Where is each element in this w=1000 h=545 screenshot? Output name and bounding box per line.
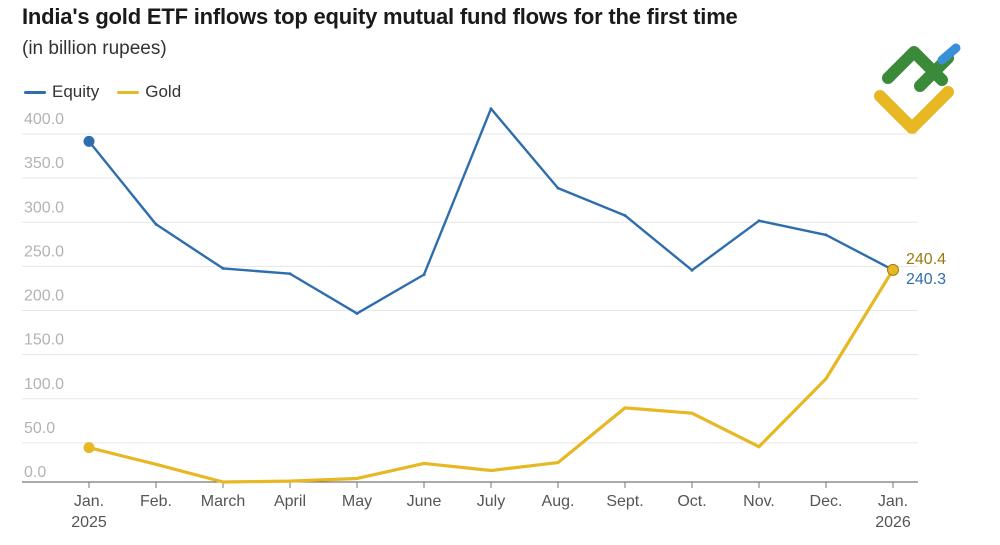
x-tick-label: Feb. bbox=[140, 493, 172, 510]
x-year-label: 2025 bbox=[71, 514, 107, 531]
data-point-equity bbox=[757, 219, 761, 223]
data-point-gold bbox=[422, 461, 426, 465]
data-point-gold bbox=[623, 406, 627, 410]
data-point-gold bbox=[355, 476, 359, 480]
legend-label-equity: Equity bbox=[52, 82, 100, 101]
data-point-equity bbox=[556, 186, 560, 190]
x-tick-label: Dec. bbox=[810, 493, 843, 510]
data-point-gold bbox=[221, 480, 225, 484]
x-tick-label: Jan. bbox=[74, 493, 104, 510]
data-point-equity bbox=[154, 222, 158, 226]
x-tick-label: Nov. bbox=[743, 493, 775, 510]
x-tick-label: Oct. bbox=[677, 493, 706, 510]
series-line-gold bbox=[87, 268, 895, 484]
chart-title: India's gold ETF inflows top equity mutu… bbox=[22, 4, 738, 29]
data-point-equity bbox=[288, 272, 292, 276]
legend-label-gold: Gold bbox=[145, 82, 182, 101]
legend-item-gold: Gold bbox=[117, 82, 181, 102]
y-tick-label: 350.0 bbox=[24, 155, 64, 172]
x-tick-label: April bbox=[274, 493, 306, 510]
data-point-equity bbox=[355, 311, 359, 315]
data-point-gold bbox=[489, 469, 493, 473]
brand-logo-icon bbox=[874, 43, 961, 134]
data-point-gold bbox=[757, 445, 761, 449]
data-point-equity bbox=[83, 135, 95, 147]
chart-subtitle: (in billion rupees) bbox=[22, 38, 167, 59]
legend: Equity Gold bbox=[24, 82, 181, 102]
data-point-equity bbox=[489, 107, 493, 111]
data-point-gold bbox=[690, 411, 694, 415]
y-tick-label: 150.0 bbox=[24, 332, 64, 349]
end-label-equity: 240.3 bbox=[906, 271, 946, 288]
data-point-gold bbox=[887, 263, 899, 276]
y-tick-label: 250.0 bbox=[24, 243, 64, 260]
x-tick-label: July bbox=[477, 493, 505, 510]
data-point-gold bbox=[556, 461, 560, 465]
data-point-equity bbox=[221, 266, 225, 270]
legend-swatch-equity bbox=[24, 90, 46, 94]
y-tick-label: 0.0 bbox=[24, 464, 46, 481]
y-tick-label: 200.0 bbox=[24, 288, 64, 305]
data-point-gold bbox=[288, 479, 292, 483]
y-tick-label: 400.0 bbox=[24, 111, 64, 128]
legend-swatch-gold bbox=[117, 90, 140, 94]
x-tick-label: May bbox=[342, 493, 372, 510]
series-line-equity bbox=[87, 107, 895, 315]
x-tick-label: March bbox=[201, 493, 245, 510]
y-tick-label: 100.0 bbox=[24, 376, 64, 393]
data-point-equity bbox=[690, 268, 694, 272]
legend-item-equity: Equity bbox=[24, 82, 99, 102]
x-tick-label: Jan. bbox=[878, 493, 908, 510]
y-tick-label: 50.0 bbox=[24, 420, 55, 437]
x-tick-label: Sept. bbox=[606, 493, 643, 510]
data-point-gold bbox=[83, 442, 95, 454]
x-tick-label: Aug. bbox=[542, 493, 575, 510]
data-point-gold bbox=[154, 462, 158, 466]
data-point-equity bbox=[824, 233, 828, 237]
data-point-equity bbox=[623, 213, 627, 217]
x-year-label: 2026 bbox=[875, 514, 911, 531]
data-point-gold bbox=[824, 377, 828, 381]
end-label-gold: 240.4 bbox=[906, 251, 946, 268]
x-tick-label: June bbox=[407, 493, 442, 510]
y-tick-label: 300.0 bbox=[24, 199, 64, 216]
data-point-equity bbox=[422, 273, 426, 277]
